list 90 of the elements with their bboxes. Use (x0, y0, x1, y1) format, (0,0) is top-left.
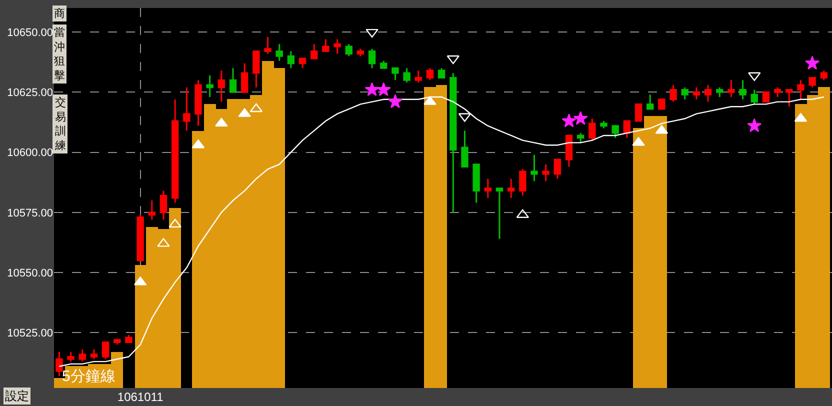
y-tick-label: 10600.00 (7, 147, 53, 160)
candlestick (171, 98, 179, 204)
candlestick (484, 178, 492, 199)
y-tick-label: 10550.00 (7, 267, 53, 280)
candlestick (102, 342, 110, 360)
candlestick (148, 200, 156, 220)
text: 設定 (5, 389, 29, 403)
annotation: 當沖狙擊 (54, 26, 65, 82)
candlestick (345, 43, 352, 57)
candlestick (542, 164, 550, 182)
candlestick (646, 94, 654, 110)
candlestick (264, 36, 272, 54)
candlestick (218, 70, 226, 103)
candlestick (670, 84, 677, 103)
candlestick (716, 86, 724, 98)
candlestick (623, 120, 631, 139)
point (250, 103, 263, 112)
point (168, 218, 182, 228)
candlestick (67, 351, 74, 362)
candlestick (229, 67, 237, 93)
candlestick (762, 91, 770, 103)
candlestick (658, 98, 666, 110)
candlestick (634, 103, 642, 122)
candlestick (334, 38, 341, 54)
candlestick (461, 130, 468, 168)
y-tick-label: 10650.00 (7, 26, 53, 39)
candlestick (241, 62, 248, 93)
candlestick (368, 48, 376, 69)
candlestick (206, 74, 214, 98)
candlestick (472, 164, 480, 204)
candlestick (414, 70, 422, 84)
candlestick (438, 67, 446, 78)
point (562, 113, 576, 128)
candlestick (78, 348, 86, 362)
candlestick (252, 50, 260, 88)
annotation: 交易訓練 (54, 96, 66, 152)
candlestick (750, 89, 758, 105)
candlestick (565, 134, 573, 168)
candlestick (588, 118, 596, 142)
candlestick (194, 79, 202, 127)
candlestick (125, 334, 132, 344)
candlestick (380, 60, 388, 69)
candlestick (403, 67, 410, 84)
candlestick (612, 125, 619, 139)
candlestick (530, 154, 538, 182)
candlestick (554, 158, 561, 180)
candlestick (392, 67, 399, 81)
candlestick (519, 168, 526, 196)
candlestick (183, 86, 190, 132)
candlestick (114, 339, 121, 346)
point (215, 118, 228, 127)
candlestick (507, 178, 515, 199)
candlestick (56, 351, 63, 377)
point (747, 118, 762, 132)
point (388, 94, 402, 108)
candlestick (496, 188, 504, 240)
y-tick-label: 10575.00 (7, 207, 53, 220)
candlestick (426, 67, 434, 81)
point (376, 82, 391, 96)
candlestick (774, 86, 782, 98)
candlestick (450, 72, 457, 214)
candlestick (820, 70, 828, 81)
y-tick-label: 10625.00 (7, 87, 53, 100)
candlestick (739, 79, 746, 100)
candlestick (90, 348, 98, 360)
candlestick (160, 190, 168, 220)
point (805, 56, 820, 70)
candlestick (322, 38, 330, 52)
y-tick-label: 10525.00 (7, 328, 53, 340)
candlestick (298, 58, 306, 69)
x-tick-label: 1061011 (117, 390, 164, 404)
candlestick (287, 50, 295, 69)
candlestick (577, 132, 584, 144)
point (573, 111, 588, 125)
candlestick (692, 86, 700, 100)
candlestick (600, 120, 608, 129)
candlestick (808, 77, 816, 88)
candlestick (681, 86, 688, 100)
candlestick (797, 79, 804, 100)
candlestick (728, 79, 735, 98)
annotation: 商 (54, 7, 65, 20)
candlestick (136, 214, 144, 262)
annotation: 5分鐘線 (62, 368, 116, 385)
point (192, 139, 205, 148)
point (364, 82, 380, 96)
candlestick (786, 89, 793, 108)
candlestick (276, 43, 283, 62)
candlestick (704, 84, 712, 103)
candlestick (310, 43, 318, 60)
candlestick (356, 48, 364, 57)
